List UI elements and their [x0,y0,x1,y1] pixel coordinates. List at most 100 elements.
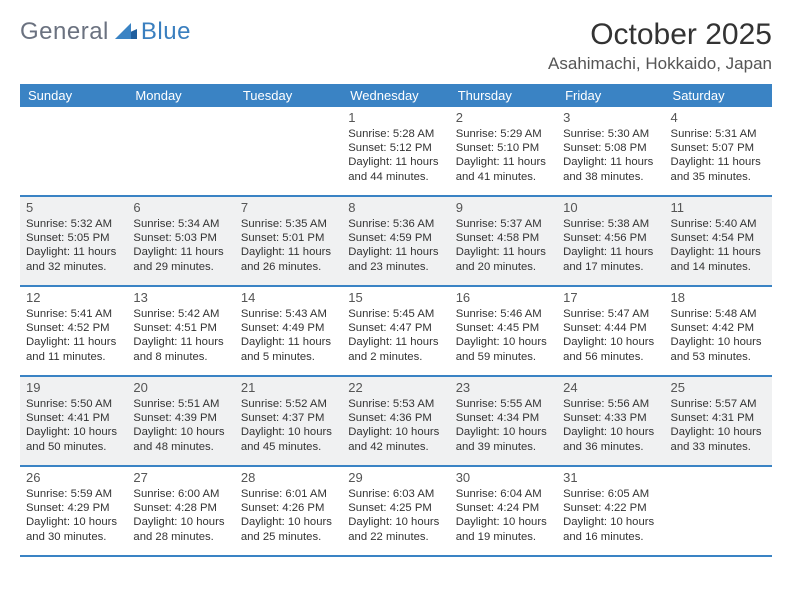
day-daylight: Daylight: 11 hours and 29 minutes. [133,245,228,273]
day-number: 21 [241,380,336,396]
day-daylight: Daylight: 10 hours and 36 minutes. [563,425,658,453]
day-cell: 25Sunrise: 5:57 AMSunset: 4:31 PMDayligh… [665,377,772,465]
day-sunset: Sunset: 4:37 PM [241,411,336,425]
day-daylight: Daylight: 11 hours and 2 minutes. [348,335,443,363]
week-row: 19Sunrise: 5:50 AMSunset: 4:41 PMDayligh… [20,377,772,467]
header: General Blue October 2025 Asahimachi, Ho… [20,18,772,74]
day-sunset: Sunset: 4:44 PM [563,321,658,335]
day-daylight: Daylight: 10 hours and 42 minutes. [348,425,443,453]
day-daylight: Daylight: 10 hours and 28 minutes. [133,515,228,543]
calendar: SundayMondayTuesdayWednesdayThursdayFrid… [20,84,772,557]
day-sunrise: Sunrise: 5:35 AM [241,217,336,231]
day-sunrise: Sunrise: 5:30 AM [563,127,658,141]
day-daylight: Daylight: 10 hours and 30 minutes. [26,515,121,543]
day-number: 1 [348,110,443,126]
day-sunrise: Sunrise: 5:28 AM [348,127,443,141]
day-sunrise: Sunrise: 5:51 AM [133,397,228,411]
day-sunrise: Sunrise: 5:29 AM [456,127,551,141]
day-cell: 24Sunrise: 5:56 AMSunset: 4:33 PMDayligh… [557,377,664,465]
day-cell: 6Sunrise: 5:34 AMSunset: 5:03 PMDaylight… [127,197,234,285]
week-row: 5Sunrise: 5:32 AMSunset: 5:05 PM Daylight… [20,197,772,287]
day-cell: 9Sunrise: 5:37 AMSunset: 4:58 PMDaylight… [450,197,557,285]
day-sunset: Sunset: 4:52 PM [26,321,121,335]
day-cell: 16Sunrise: 5:46 AMSunset: 4:45 PMDayligh… [450,287,557,375]
day-sunrise: Sunrise: 6:00 AM [133,487,228,501]
day-number: 7 [241,200,336,216]
day-sunset: Sunset: 4:34 PM [456,411,551,425]
day-daylight: Daylight: 10 hours and 59 minutes. [456,335,551,363]
day-sunrise: Sunrise: 5:37 AM [456,217,551,231]
day-sunset: Sunset: 4:59 PM [348,231,443,245]
day-cell: 10Sunrise: 5:38 AMSunset: 4:56 PMDayligh… [557,197,664,285]
logo-text-general: General [20,18,109,46]
day-daylight: Daylight: 11 hours and 14 minutes. [671,245,766,273]
weekday-header: Saturday [665,84,772,107]
day-cell: 2Sunrise: 5:29 AMSunset: 5:10 PMDaylight… [450,107,557,195]
day-daylight: Daylight: 11 hours and 26 minutes. [241,245,336,273]
title-block: October 2025 Asahimachi, Hokkaido, Japan [548,18,772,74]
day-daylight: Daylight: 10 hours and 33 minutes. [671,425,766,453]
day-sunset: Sunset: 5:07 PM [671,141,766,155]
day-cell: 21Sunrise: 5:52 AMSunset: 4:37 PMDayligh… [235,377,342,465]
weekday-header: Sunday [20,84,127,107]
day-cell [20,107,127,195]
day-sunset: Sunset: 4:39 PM [133,411,228,425]
day-number: 15 [348,290,443,306]
day-cell: 27Sunrise: 6:00 AMSunset: 4:28 PMDayligh… [127,467,234,555]
day-sunset: Sunset: 4:45 PM [456,321,551,335]
day-sunset: Sunset: 4:25 PM [348,501,443,515]
day-number: 25 [671,380,766,396]
day-number: 20 [133,380,228,396]
day-number: 5 [26,200,121,216]
day-sunrise: Sunrise: 5:31 AM [671,127,766,141]
weekday-header: Monday [127,84,234,107]
day-sunrise: Sunrise: 5:57 AM [671,397,766,411]
day-daylight: Daylight: 10 hours and 56 minutes. [563,335,658,363]
day-number: 26 [26,470,121,486]
day-number: 16 [456,290,551,306]
day-sunset: Sunset: 4:33 PM [563,411,658,425]
weekday-header: Friday [557,84,664,107]
day-cell: 12Sunrise: 5:41 AMSunset: 4:52 PMDayligh… [20,287,127,375]
day-sunrise: Sunrise: 6:01 AM [241,487,336,501]
day-sunrise: Sunrise: 5:40 AM [671,217,766,231]
day-daylight: Daylight: 11 hours and 38 minutes. [563,155,658,183]
day-number: 9 [456,200,551,216]
weekday-header: Wednesday [342,84,449,107]
day-number: 18 [671,290,766,306]
day-number: 11 [671,200,766,216]
day-daylight: Daylight: 10 hours and 22 minutes. [348,515,443,543]
day-sunset: Sunset: 5:01 PM [241,231,336,245]
day-sunset: Sunset: 4:54 PM [671,231,766,245]
logo-text-blue: Blue [141,18,191,46]
day-sunrise: Sunrise: 5:48 AM [671,307,766,321]
day-sunrise: Sunrise: 5:55 AM [456,397,551,411]
day-cell: 8Sunrise: 5:36 AMSunset: 4:59 PMDaylight… [342,197,449,285]
day-sunset: Sunset: 4:41 PM [26,411,121,425]
day-sunset: Sunset: 5:05 PM [26,231,121,245]
day-sunrise: Sunrise: 5:53 AM [348,397,443,411]
day-number: 12 [26,290,121,306]
day-daylight: Daylight: 10 hours and 19 minutes. [456,515,551,543]
day-sunset: Sunset: 5:03 PM [133,231,228,245]
day-number: 10 [563,200,658,216]
day-daylight: Daylight: 11 hours and 17 minutes. [563,245,658,273]
day-sunset: Sunset: 4:24 PM [456,501,551,515]
day-sunrise: Sunrise: 5:38 AM [563,217,658,231]
day-sunset: Sunset: 5:08 PM [563,141,658,155]
location-label: Asahimachi, Hokkaido, Japan [548,54,772,74]
day-sunrise: Sunrise: 5:59 AM [26,487,121,501]
day-daylight: Daylight: 10 hours and 48 minutes. [133,425,228,453]
day-cell: 15Sunrise: 5:45 AMSunset: 4:47 PMDayligh… [342,287,449,375]
day-sunrise: Sunrise: 5:42 AM [133,307,228,321]
day-sunset: Sunset: 4:47 PM [348,321,443,335]
day-daylight: Daylight: 11 hours and 35 minutes. [671,155,766,183]
day-sunrise: Sunrise: 5:45 AM [348,307,443,321]
day-number: 13 [133,290,228,306]
day-number: 8 [348,200,443,216]
day-sunrise: Sunrise: 6:03 AM [348,487,443,501]
day-sunrise: Sunrise: 5:32 AM [26,217,121,231]
day-number: 6 [133,200,228,216]
day-cell: 31Sunrise: 6:05 AMSunset: 4:22 PMDayligh… [557,467,664,555]
day-number: 14 [241,290,336,306]
